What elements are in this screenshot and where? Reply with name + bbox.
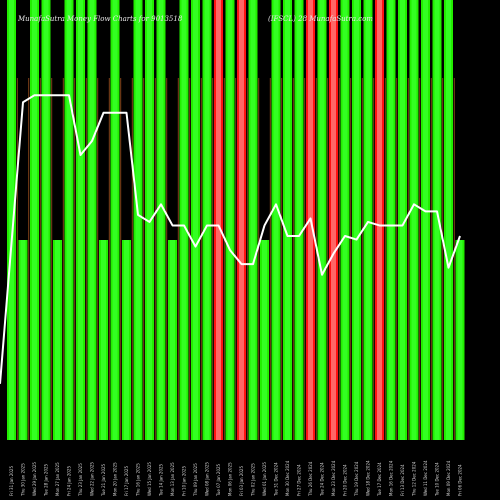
x-tick-label: Fri 27 Dec 2024 (297, 464, 302, 496)
bar-highlight (89, 0, 95, 440)
x-tick-label: Tue 31 Dec 2024 (274, 462, 279, 497)
x-tick-label: Mon 09 Dec 2024 (446, 460, 451, 496)
bar-highlight (457, 240, 463, 440)
bar-highlight (55, 240, 60, 440)
bar-highlight (216, 0, 221, 440)
chart-title: MunafaSutra Money Flow Charts for 901351… (17, 15, 183, 23)
x-tick-label: Fri 24 Jan 2025 (67, 466, 72, 496)
x-tick-label: Tue 07 Jan 2025 (216, 463, 221, 497)
bar-highlight (170, 240, 175, 440)
chart-title-right: (IFSCL) 28 MunafaSutra.com (268, 15, 373, 23)
x-tick-label: Fri 31 Jan 2025 (9, 466, 14, 496)
x-tick-label: Thu 09 Jan 2025 (193, 463, 198, 497)
x-tick-label: Thu 16 Jan 2025 (136, 463, 141, 497)
bar-highlight (147, 0, 152, 440)
x-tick-label: Fri 06 Dec 2024 (458, 464, 463, 496)
x-tick-label: Wed 22 Jan 2025 (90, 462, 95, 496)
bar-highlight (400, 0, 405, 440)
x-tick-label: Thu 26 Dec 2024 (308, 461, 313, 497)
x-tick-label: Fri 17 Jan 2025 (124, 466, 129, 496)
bar-highlight (423, 0, 428, 440)
bar-highlight (411, 0, 417, 440)
x-tick-label: Mon 30 Dec 2024 (285, 460, 290, 496)
bar-highlight (262, 240, 267, 440)
bar-highlight (434, 0, 440, 440)
bar-highlight (227, 0, 233, 440)
bar-highlight (377, 0, 382, 440)
x-tick-label: Tue 21 Jan 2025 (101, 463, 106, 497)
bar-highlight (296, 0, 302, 440)
x-tick-label: Mon 06 Jan 2025 (228, 462, 233, 496)
x-tick-label: Wed 29 Jan 2025 (32, 462, 37, 496)
bar-highlight (101, 240, 106, 440)
bar-highlight (342, 0, 348, 440)
bar-highlight (78, 0, 83, 440)
x-tick-label: Thu 30 Jan 2025 (21, 463, 26, 497)
bar-highlight (204, 0, 210, 440)
x-tick-label: Tue 10 Dec 2024 (435, 462, 440, 497)
bar-highlight (239, 0, 244, 440)
bar-highlight (43, 0, 49, 440)
x-tick-label: Fri 10 Jan 2025 (182, 466, 187, 496)
bar-highlight (124, 240, 129, 440)
x-tick-label: Wed 01 Jan 2025 (262, 462, 267, 496)
bar-highlight (285, 0, 290, 440)
bar-highlight (446, 0, 451, 440)
bar-highlight (354, 0, 359, 440)
x-tick-label: Tue 24 Dec 2024 (320, 462, 325, 497)
bars-group (7, 0, 465, 440)
x-tick-labels: Fri 31 Jan 2025 Thu 30 Jan 2025 Wed 29 Jan… (9, 460, 463, 497)
x-tick-label: Mon 13 Jan 2025 (170, 462, 175, 496)
x-tick-label: Fri 20 Dec 2024 (343, 464, 348, 496)
bar-highlight (181, 0, 187, 440)
bar-highlight (193, 0, 198, 440)
money-flow-line (0, 94, 461, 384)
x-tick-label: Tue 14 Jan 2025 (159, 463, 164, 497)
bar-highlight (112, 0, 118, 440)
bar-highlight (135, 0, 141, 440)
x-tick-label: Thu 19 Dec 2024 (354, 461, 359, 497)
x-tick-label: Wed 08 Jan 2025 (205, 462, 210, 496)
thin-lines-group (16, 78, 455, 440)
x-tick-label: Mon 20 Jan 2025 (113, 462, 118, 496)
x-tick-label: Tue 28 Jan 2025 (44, 463, 49, 497)
x-tick-label: Wed 11 Dec 2024 (423, 460, 428, 496)
bar-highlight (9, 0, 14, 440)
x-tick-label: Mon 27 Jan 2025 (55, 462, 60, 496)
bar-highlight (273, 0, 279, 440)
x-tick-label: Fri 13 Dec 2024 (400, 464, 405, 496)
x-tick-label: Tue 17 Dec 2024 (377, 462, 382, 497)
x-tick-label: Thu 02 Jan 2025 (251, 463, 256, 497)
bar-highlight (388, 0, 394, 440)
bar-highlight (250, 0, 256, 440)
bar-highlight (331, 0, 336, 440)
x-tick-label: Mon 23 Dec 2024 (331, 460, 336, 496)
bar-highlight (32, 0, 37, 440)
x-tick-label: Thu 12 Dec 2024 (412, 461, 417, 497)
x-tick-label: Wed 18 Dec 2024 (366, 460, 371, 496)
x-tick-label: Wed 15 Jan 2025 (147, 462, 152, 496)
x-tick-label: Mon 16 Dec 2024 (389, 460, 394, 496)
bar-highlight (66, 0, 72, 440)
x-tick-label: Fri 03 Jan 2025 (239, 466, 244, 496)
bar-highlight (319, 0, 325, 440)
x-tick-label: Thu 23 Jan 2025 (78, 463, 83, 497)
bar-highlight (158, 0, 164, 440)
bar-highlight (365, 0, 371, 440)
bar-highlight (20, 240, 26, 440)
